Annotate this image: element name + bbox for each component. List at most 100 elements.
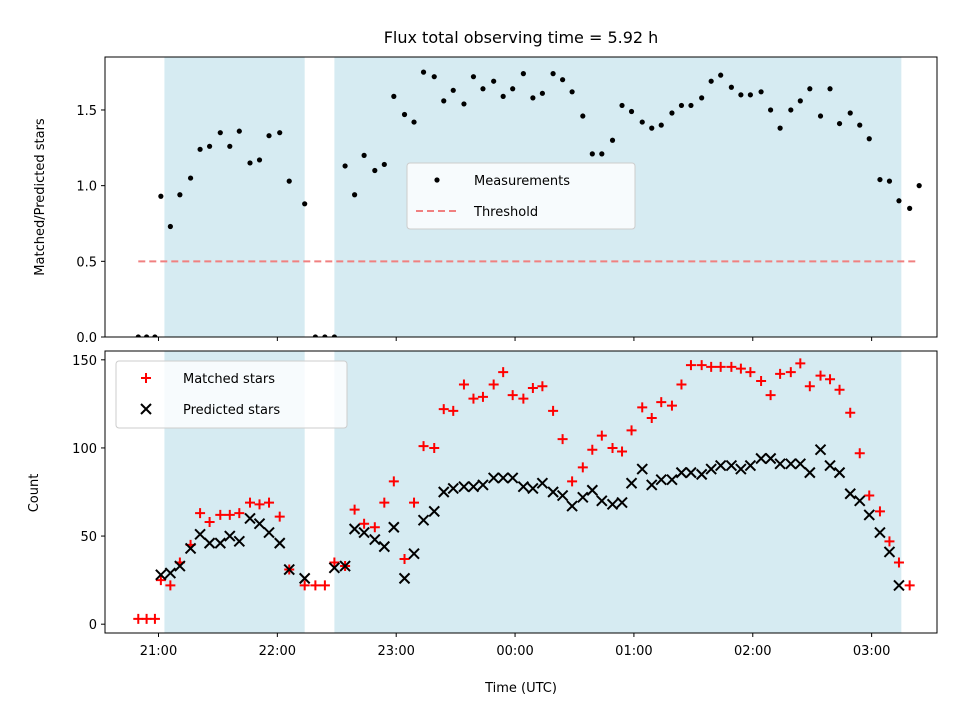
bottom-series-1-point-54 — [714, 459, 727, 472]
bottom-series-0-point-18 — [310, 580, 321, 591]
bottom-series-0-point-15 — [274, 511, 285, 522]
bottom-series-0-point-32 — [448, 405, 459, 416]
top-series-0-point-77 — [896, 198, 902, 204]
bottom-series-0-point-8 — [204, 516, 215, 527]
top-series-0-point-15 — [277, 130, 283, 136]
top-series-0-point-13 — [256, 157, 263, 163]
bottom-series-1-point-61 — [785, 458, 797, 470]
top-series-0-point-3 — [158, 193, 164, 199]
bottom-series-1-point-30 — [477, 479, 489, 491]
bottom-series-1-point-7 — [224, 530, 236, 542]
top-series-0-point-32 — [450, 87, 456, 93]
bottom-series-1-point-48 — [655, 473, 667, 486]
bottom-series-1-point-39 — [566, 500, 578, 512]
top-series-0-point-23 — [361, 152, 367, 158]
bottom-legend-label-0: Matched stars — [183, 372, 275, 387]
bottom-series-1-point-37 — [547, 486, 559, 498]
bottom-series-0-point-23 — [359, 518, 370, 529]
top-series-0-point-22 — [352, 192, 358, 198]
top-series-0-point-19 — [322, 334, 328, 337]
top-series-0-point-7 — [197, 146, 203, 152]
top-series-0-point-61 — [738, 92, 744, 98]
top-series-0-point-46 — [589, 151, 595, 157]
bottom-series-0-point-74 — [864, 490, 875, 501]
bottom-series-1-point-43 — [606, 498, 619, 511]
top-series-0-point-27 — [401, 111, 408, 118]
bottom-series-0-point-69 — [815, 370, 826, 381]
top-series-0-point-36 — [491, 78, 497, 84]
top-series-0-point-9 — [217, 130, 223, 136]
bottom-series-0-point-25 — [379, 497, 390, 508]
bottom-series-1-point-2 — [174, 560, 186, 572]
bottom-y-tick-label-3: 150 — [72, 354, 97, 369]
bottom-series-0-point-19 — [319, 580, 330, 591]
bottom-series-1-point-6 — [214, 537, 226, 549]
top-series-0-point-52 — [649, 125, 655, 131]
top-series-0-point-38 — [510, 86, 516, 92]
bottom-series-1-point-26 — [438, 486, 450, 498]
bottom-series-1-point-15 — [328, 562, 341, 574]
top-y-tick-label-0: 0.0 — [76, 331, 97, 346]
top-series-0-point-66 — [788, 107, 794, 113]
bottom-series-1-point-20 — [378, 540, 391, 553]
bottom-series-0-point-12 — [245, 497, 256, 508]
bottom-y-tick-label-0: 0 — [89, 618, 97, 633]
bottom-frame — [104, 350, 938, 634]
bottom-legend-marker-1 — [140, 403, 152, 415]
bottom-series-0-point-20 — [329, 557, 340, 568]
bottom-series-0-point-41 — [537, 381, 548, 392]
bottom-series-0-point-63 — [756, 375, 767, 386]
bottom-series-0-point-46 — [587, 444, 598, 455]
bottom-series-0-point-75 — [874, 506, 885, 517]
x-tick-label-6: 03:00 — [853, 644, 890, 659]
bottom-series-1-point-59 — [764, 452, 777, 465]
bottom-y-axis-label: Count — [27, 474, 42, 513]
bottom-series-0-point-31 — [438, 404, 449, 415]
top-series-0-point-41 — [539, 90, 545, 96]
bottom-series-1-point-57 — [744, 459, 757, 472]
bottom-series-1-point-50 — [675, 466, 688, 479]
top-series-0-point-60 — [728, 84, 734, 90]
top-series-0-point-8 — [206, 143, 213, 149]
bottom-series-1-point-65 — [824, 459, 836, 472]
bottom-series-0-point-26 — [388, 476, 399, 487]
bottom-series-0-point-62 — [745, 367, 756, 378]
bottom-series-0-point-17 — [299, 580, 310, 591]
top-series-0-point-48 — [609, 137, 616, 143]
bottom-series-1-point-40 — [577, 491, 589, 503]
bottom-y-tick-label-1: 50 — [80, 530, 97, 545]
bottom-series-0-point-39 — [518, 393, 529, 404]
top-series-0-point-0 — [135, 334, 141, 337]
bottom-series-0-point-58 — [706, 361, 717, 372]
top-series-0-point-1 — [144, 334, 150, 337]
bottom-series-0-point-76 — [884, 536, 895, 547]
top-legend-label-0: Measurements — [474, 174, 570, 189]
bottom-series-1-point-46 — [636, 463, 648, 475]
bottom-series-0-point-50 — [626, 425, 637, 436]
chart-title: Flux total observing time = 5.92 h — [384, 28, 659, 47]
top-series-0-point-2 — [152, 334, 158, 337]
bottom-series-1-point-22 — [398, 572, 411, 585]
bottom-series-1-point-25 — [428, 505, 440, 518]
bottom-series-1-point-17 — [348, 523, 361, 535]
bottom-series-1-point-55 — [725, 459, 738, 472]
top-series-0-point-55 — [678, 102, 685, 109]
top-series-0-point-49 — [619, 102, 625, 109]
bottom-series-1-point-44 — [616, 496, 628, 509]
bottom-series-0-point-68 — [804, 381, 815, 392]
bottom-series-0-point-45 — [577, 462, 588, 473]
bottom-series-1-point-0 — [155, 569, 167, 581]
bottom-series-1-point-21 — [388, 521, 400, 533]
bottom-series-0-point-53 — [656, 397, 667, 408]
bottom-series-1-point-49 — [666, 473, 678, 486]
bottom-series-0-point-47 — [596, 430, 607, 441]
x-tick-label-5: 02:00 — [734, 644, 771, 659]
bottom-series-1-point-8 — [233, 535, 246, 548]
bottom-series-0-point-65 — [775, 368, 786, 379]
bottom-series-1-point-32 — [497, 472, 509, 484]
bottom-shaded-interval-1 — [334, 351, 902, 633]
bottom-series-0-point-72 — [845, 407, 856, 418]
top-series-0-point-45 — [580, 113, 586, 119]
bottom-series-0-point-51 — [637, 402, 648, 413]
